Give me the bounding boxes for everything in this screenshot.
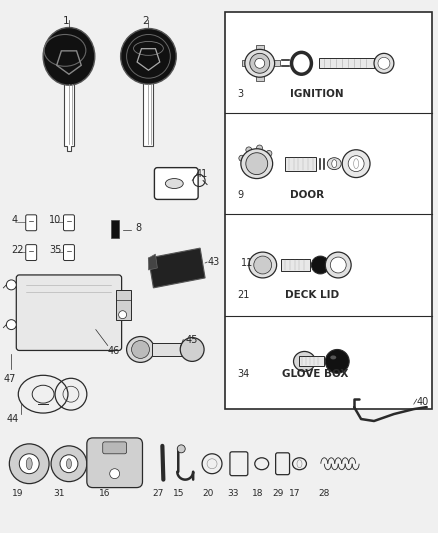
- Circle shape: [311, 256, 329, 274]
- Ellipse shape: [165, 179, 183, 189]
- Polygon shape: [148, 248, 205, 288]
- Text: 22: 22: [11, 245, 24, 255]
- FancyBboxPatch shape: [103, 442, 127, 454]
- FancyBboxPatch shape: [26, 245, 37, 261]
- Text: 9: 9: [237, 190, 243, 200]
- Text: 44: 44: [7, 414, 18, 424]
- Circle shape: [110, 469, 120, 479]
- Text: 21: 21: [237, 290, 249, 300]
- Polygon shape: [144, 81, 153, 146]
- Circle shape: [325, 252, 351, 278]
- Circle shape: [9, 444, 49, 483]
- Circle shape: [255, 58, 265, 68]
- Text: 33: 33: [227, 489, 239, 498]
- Ellipse shape: [241, 149, 273, 179]
- Text: 11: 11: [241, 258, 253, 268]
- Ellipse shape: [353, 159, 359, 168]
- Circle shape: [325, 350, 349, 373]
- Text: 16: 16: [99, 489, 110, 498]
- Circle shape: [330, 257, 346, 273]
- Text: 34: 34: [237, 369, 249, 379]
- Text: 45: 45: [185, 335, 198, 344]
- Text: 29: 29: [272, 489, 283, 498]
- Circle shape: [250, 53, 270, 73]
- Circle shape: [131, 341, 149, 358]
- Ellipse shape: [245, 50, 275, 77]
- Ellipse shape: [293, 351, 315, 372]
- Ellipse shape: [26, 458, 32, 470]
- Ellipse shape: [330, 356, 336, 359]
- Text: 31: 31: [53, 489, 65, 498]
- Circle shape: [246, 147, 252, 153]
- Circle shape: [378, 58, 390, 69]
- Bar: [319, 58, 374, 68]
- Text: 4: 4: [11, 215, 18, 225]
- Text: IGNITION: IGNITION: [290, 89, 343, 99]
- Bar: [111, 220, 119, 238]
- Text: 17: 17: [289, 489, 300, 498]
- Text: 1: 1: [63, 15, 69, 26]
- Ellipse shape: [67, 459, 71, 469]
- Text: 18: 18: [252, 489, 264, 498]
- Text: 19: 19: [11, 489, 23, 498]
- Ellipse shape: [127, 336, 155, 362]
- FancyBboxPatch shape: [26, 215, 37, 231]
- Bar: [300, 357, 324, 366]
- Circle shape: [177, 445, 185, 453]
- Text: DECK LID: DECK LID: [285, 290, 339, 300]
- Bar: [272, 60, 279, 66]
- Bar: [281, 259, 311, 271]
- Polygon shape: [148, 254, 157, 270]
- Circle shape: [239, 155, 245, 161]
- Circle shape: [348, 156, 364, 172]
- Circle shape: [19, 454, 39, 474]
- Circle shape: [120, 29, 176, 84]
- Bar: [285, 157, 316, 171]
- Text: 43: 43: [207, 257, 219, 267]
- Text: 28: 28: [318, 489, 330, 498]
- Ellipse shape: [43, 28, 95, 85]
- Circle shape: [266, 150, 272, 156]
- Text: DOOR: DOOR: [290, 190, 324, 200]
- FancyBboxPatch shape: [64, 245, 74, 261]
- Text: 15: 15: [173, 489, 184, 498]
- Circle shape: [342, 150, 370, 177]
- Circle shape: [246, 153, 268, 175]
- Bar: [256, 75, 264, 81]
- FancyBboxPatch shape: [87, 438, 142, 488]
- Text: 27: 27: [153, 489, 164, 498]
- Text: GLOVE BOX: GLOVE BOX: [282, 369, 348, 379]
- Text: 8: 8: [135, 223, 141, 233]
- Ellipse shape: [327, 158, 341, 169]
- Circle shape: [254, 256, 272, 274]
- Text: 47: 47: [4, 374, 16, 384]
- Text: 35: 35: [49, 245, 61, 255]
- Circle shape: [180, 337, 204, 361]
- Circle shape: [257, 145, 262, 151]
- Circle shape: [60, 455, 78, 473]
- Bar: [256, 45, 264, 51]
- Text: 3: 3: [237, 89, 243, 99]
- Ellipse shape: [332, 160, 337, 168]
- Text: 41: 41: [195, 168, 208, 179]
- FancyBboxPatch shape: [16, 275, 122, 351]
- FancyBboxPatch shape: [155, 168, 198, 199]
- Text: 46: 46: [108, 346, 120, 357]
- Polygon shape: [64, 81, 74, 151]
- Text: 2: 2: [142, 15, 149, 26]
- Text: 40: 40: [417, 397, 429, 407]
- Text: 20: 20: [202, 489, 214, 498]
- Text: 10: 10: [49, 215, 61, 225]
- Circle shape: [7, 280, 16, 290]
- Ellipse shape: [249, 252, 277, 278]
- Circle shape: [374, 53, 394, 73]
- Bar: [225, 12, 431, 409]
- Bar: [242, 60, 250, 66]
- Bar: [152, 343, 187, 357]
- Circle shape: [51, 446, 87, 482]
- Circle shape: [119, 311, 127, 319]
- Bar: [116, 290, 131, 320]
- FancyBboxPatch shape: [64, 215, 74, 231]
- Circle shape: [7, 320, 16, 329]
